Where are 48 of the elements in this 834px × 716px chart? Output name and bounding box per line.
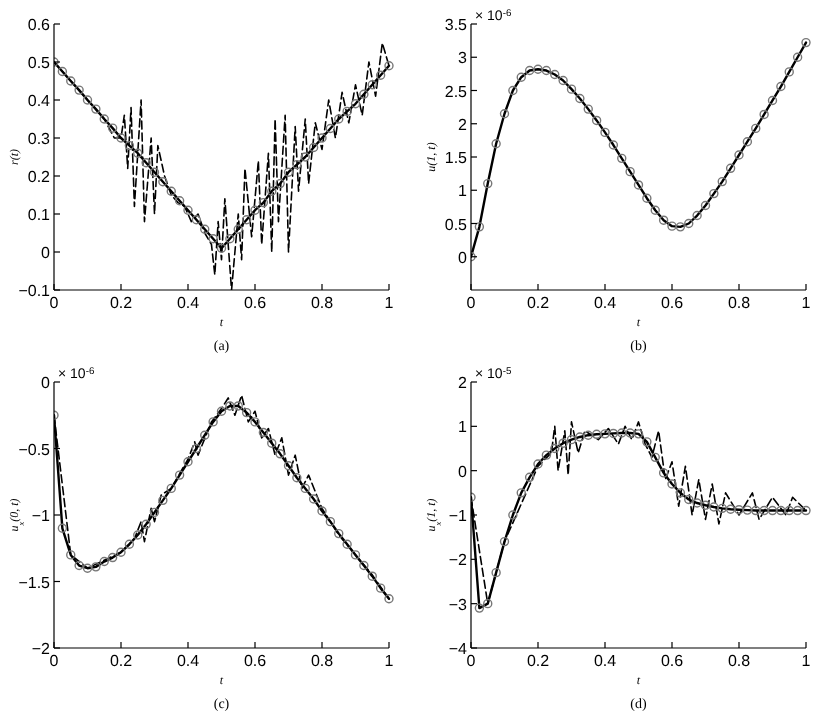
y-tick-label: 3.5 (444, 16, 469, 34)
y-tick-label: 0.6 (27, 16, 52, 34)
y-tick-label: −3 (448, 595, 469, 614)
x-tick-label: 0.2 (109, 652, 134, 670)
y-tick-label: 0.2 (27, 168, 52, 186)
x-tick-label: 0.8 (310, 652, 335, 670)
x-tick-label: 0.4 (593, 652, 618, 670)
y-tick-label: 2 (458, 115, 469, 134)
y-tick-label: 0 (458, 248, 469, 267)
y-tick-label: −2 (448, 551, 469, 570)
x-tick-label: 0.4 (593, 294, 618, 312)
y-tick-label: 1 (458, 418, 469, 437)
x-tick-label: 0.2 (526, 652, 551, 670)
x-tick-label: 0.6 (243, 294, 268, 312)
y-tick-label: −1 (31, 507, 52, 525)
y-tick-label: 0.1 (27, 206, 52, 224)
y-tick-label: −1 (448, 507, 469, 525)
y-tick-label: −2 (31, 640, 52, 658)
y-tick-label: −4 (448, 640, 469, 658)
y-tick-label: 0.3 (27, 130, 52, 148)
x-tick-label: 0.6 (660, 652, 685, 670)
y-tick-label: 0.5 (444, 215, 469, 234)
x-tick-label: 1 (801, 294, 812, 312)
x-tick-label: 1 (801, 652, 812, 670)
x-tick-label: 0.8 (310, 294, 335, 312)
x-tick-label: 0.8 (727, 652, 752, 670)
x-tick-label: 1 (384, 652, 395, 670)
x-tick-label: 0.8 (727, 294, 752, 312)
x-tick-label: 0.4 (176, 652, 201, 670)
x-tick-label: 1 (384, 294, 395, 312)
x-tick-label: 0.2 (109, 294, 134, 312)
x-tick-label: 0.6 (243, 652, 268, 670)
y-tick-label: −0.1 (18, 282, 52, 300)
y-tick-label: −1.5 (18, 573, 52, 592)
y-tick-label: 0 (458, 462, 469, 481)
y-tick-label: 0.5 (27, 54, 52, 72)
y-tick-label: 0 (41, 374, 52, 392)
y-tick-label: −0.5 (18, 440, 52, 459)
x-tick-label: 0.4 (176, 294, 201, 312)
y-tick-label: 1.5 (444, 149, 469, 167)
y-tick-label: 1 (458, 182, 469, 201)
y-tick-label: 0 (41, 244, 52, 262)
y-tick-label: 0.4 (27, 92, 52, 110)
x-tick-label: 0.6 (660, 294, 685, 312)
y-tick-label: 2.5 (444, 82, 469, 101)
x-tick-label: 0.2 (526, 294, 551, 312)
y-tick-label: 3 (458, 49, 469, 68)
y-tick-label: 2 (458, 374, 469, 392)
